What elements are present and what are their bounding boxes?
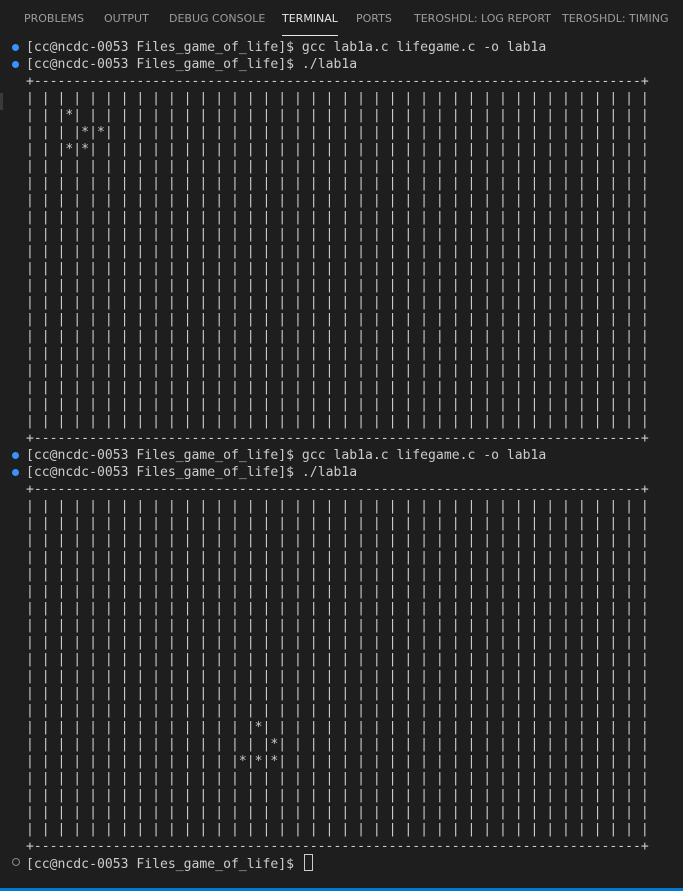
board-row: | | | | | | | | | | | | | | | | | | | | … — [26, 278, 649, 293]
board-row: | | | | | | | | | | | | | | | | | | | | … — [26, 788, 649, 803]
board-row: | | | | | | | | | | | | | | | | | | | | … — [26, 703, 649, 718]
board-row: | | | | | | | | | | | | | | | | | | | | … — [26, 397, 649, 412]
board-row: | | | | | | | | | | | | | | | | | | | | … — [26, 329, 649, 344]
board-row: | | | | | | | | | | | | | | | | | | | | … — [26, 533, 649, 548]
status-bar-edge — [0, 888, 683, 891]
board-border-top: +---------------------------------------… — [26, 74, 649, 89]
board-row: | | | | | | | | | | | | | | | | | | | | … — [26, 516, 649, 531]
tab-problems[interactable]: PROBLEMS — [24, 12, 85, 25]
command-pending-icon[interactable] — [12, 858, 20, 866]
board-row: | | |*| | | | | | | | | | | | | | | | | … — [26, 108, 649, 123]
panel-tab-bar: PROBLEMS OUTPUT DEBUG CONSOLE TERMINAL P… — [0, 0, 683, 36]
board-row: | | | | | | | | | | | | | | | | | | | | … — [26, 499, 649, 514]
board-row: | | | | | | | | | | | | | | | | | | | | … — [26, 295, 649, 310]
board-row: | | | | | | | | | | | | | | | | | | | | … — [26, 414, 649, 429]
board-row: | | | | | | | | | | | | | | | | | | | | … — [26, 193, 649, 208]
prompt: [cc@ncdc-0053 Files_game_of_life]$ — [26, 57, 302, 72]
board-row: | | | | | | | | | | | | | | | | | | | | … — [26, 363, 649, 378]
tab-output[interactable]: OUTPUT — [104, 12, 149, 25]
board-row: | | |*|*| | | | | | | | | | | | | | | | … — [26, 142, 649, 157]
board-row: | | | | | | | | | | | | | | | | | | | | … — [26, 550, 649, 565]
command-success-icon[interactable] — [12, 61, 19, 68]
board-row: | | | | | | | | | | | | | | | | | | | | … — [26, 380, 649, 395]
board-row: | | | | | | | | | | | | | |*|*|*| | | | … — [26, 754, 649, 769]
command-text: gcc lab1a.c lifegame.c -o lab1a — [301, 448, 547, 463]
command-success-icon[interactable] — [12, 44, 19, 51]
board-row: | | | | | | | | | | | | | | | | | | | | … — [26, 669, 649, 684]
board-row: | | | | | | | | | | | | | | | | | | | | … — [26, 567, 649, 582]
tab-debug-console[interactable]: DEBUG CONSOLE — [169, 12, 266, 25]
board-row: | | | | | | | | | | | | | | | | | | | | … — [26, 805, 649, 820]
board-border-top: +---------------------------------------… — [26, 482, 649, 497]
prompt: [cc@ncdc-0053 Files_game_of_life]$ — [26, 465, 302, 480]
board-row: | | | | | | | | | | | | | | | | | | | | … — [26, 822, 649, 837]
active-prompt-line[interactable]: [cc@ncdc-0053 Files_game_of_life]$ — [26, 854, 313, 873]
command-success-icon[interactable] — [12, 452, 19, 459]
command-text: gcc lab1a.c lifegame.c -o lab1a — [301, 40, 547, 55]
board-row: | | | | | | | | | | | | | | | | | | | | … — [26, 244, 649, 259]
board-row: | | | | | | | | | | | | | | | | | | | | … — [26, 346, 649, 361]
board-row: | | | | | | | | | | | | | | | | | | | | … — [26, 686, 649, 701]
command-line: [cc@ncdc-0053 Files_game_of_life]$ gcc l… — [26, 39, 546, 56]
board-row: | | | | | | | | | | | | | | | | | | | | … — [26, 227, 649, 242]
terminal-scroll-marker — [0, 93, 3, 110]
board-border-bottom: +---------------------------------------… — [26, 431, 649, 446]
board-row: | | | |*|*| | | | | | | | | | | | | | | … — [26, 125, 649, 140]
command-text: ./lab1a — [301, 465, 358, 480]
board-row: | | | | | | | | | | | | | | | | | | | | … — [26, 159, 649, 174]
board-row: | | | | | | | | | | | | | | | | | | | | … — [26, 771, 649, 786]
board-row: | | | | | | | | | | | | | | | | | | | | … — [26, 618, 649, 633]
terminal-view[interactable]: [cc@ncdc-0053 Files_game_of_life]$ gcc l… — [0, 36, 683, 888]
prompt: [cc@ncdc-0053 Files_game_of_life]$ — [26, 448, 302, 463]
tab-ports[interactable]: PORTS — [356, 12, 392, 25]
prompt: [cc@ncdc-0053 Files_game_of_life]$ — [26, 40, 302, 55]
board-row: | | | | | | | | | | | | | | |*| | | | | … — [26, 720, 649, 735]
tab-teroshdl-timing[interactable]: TEROSHDL: TIMING — [562, 12, 669, 25]
tab-teroshdl-log-report[interactable]: TEROSHDL: LOG REPORT — [414, 12, 551, 25]
command-line: [cc@ncdc-0053 Files_game_of_life]$ ./lab… — [26, 464, 357, 481]
board-row: | | | | | | | | | | | | | | | | | | | | … — [26, 261, 649, 276]
tab-terminal[interactable]: TERMINAL — [282, 12, 338, 36]
command-success-icon[interactable] — [12, 469, 19, 476]
board-row: | | | | | | | | | | | | | | | | | | | | … — [26, 635, 649, 650]
command-text: ./lab1a — [301, 57, 358, 72]
board-row: | | | | | | | | | | | | | | | | | | | | … — [26, 601, 649, 616]
board-row: | | | | | | | | | | | | | | | | | | | | … — [26, 652, 649, 667]
board-row: | | | | | | | | | | | | | | | |*| | | | … — [26, 737, 649, 752]
command-line: [cc@ncdc-0053 Files_game_of_life]$ gcc l… — [26, 447, 546, 464]
board-row: | | | | | | | | | | | | | | | | | | | | … — [26, 312, 649, 327]
board-row: | | | | | | | | | | | | | | | | | | | | … — [26, 210, 649, 225]
prompt: [cc@ncdc-0053 Files_game_of_life]$ — [26, 857, 302, 872]
board-border-bottom: +---------------------------------------… — [26, 839, 649, 854]
terminal-cursor — [303, 854, 313, 871]
board-row: | | | | | | | | | | | | | | | | | | | | … — [26, 584, 649, 599]
command-line: [cc@ncdc-0053 Files_game_of_life]$ ./lab… — [26, 56, 357, 73]
board-row: | | | | | | | | | | | | | | | | | | | | … — [26, 176, 649, 191]
board-row: | | | | | | | | | | | | | | | | | | | | … — [26, 91, 649, 106]
